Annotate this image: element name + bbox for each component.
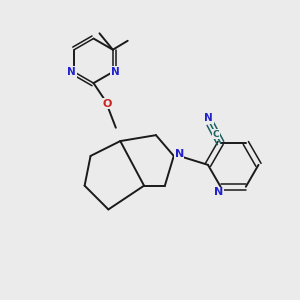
Text: O: O <box>102 99 112 109</box>
Text: N: N <box>111 67 120 77</box>
Text: N: N <box>175 149 184 160</box>
Text: C: C <box>213 130 219 139</box>
Text: N: N <box>68 67 76 77</box>
Text: N: N <box>204 113 213 123</box>
Text: N: N <box>214 187 224 197</box>
